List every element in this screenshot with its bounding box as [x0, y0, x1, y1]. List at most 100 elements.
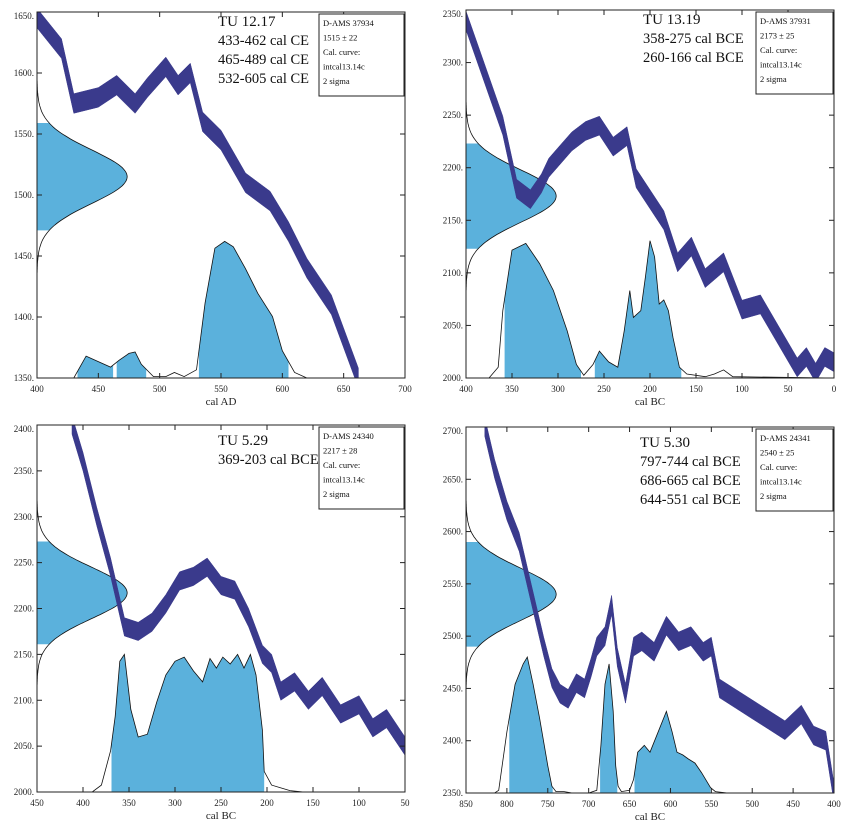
lab-info-line: intcal13.14c [760, 477, 802, 487]
y-tick-label: 2300. [443, 58, 463, 68]
lab-info-line: 2 sigma [323, 489, 350, 499]
y-tick-label: 2450. [443, 683, 463, 693]
y-tick-label: 2100. [14, 695, 34, 705]
x-tick-label: 150 [306, 798, 320, 808]
y-tick-label: 2000. [443, 373, 463, 383]
plot-area [37, 12, 405, 378]
lab-info-box [755, 428, 834, 512]
x-tick-label: 100 [735, 384, 749, 394]
y-tick-label: 2400. [443, 736, 463, 746]
shaded-range-1 [77, 356, 114, 378]
x-tick-label: 300 [551, 384, 565, 394]
y-tick-label: 2700. [443, 426, 463, 436]
lab-info-line: 2173 ± 25 [760, 31, 794, 41]
x-tick-label: 600 [664, 799, 678, 809]
x-tick-label: 200 [643, 384, 657, 394]
x-tick-label: 200 [260, 798, 274, 808]
calibrated-range: 797-744 cal BCE [640, 454, 741, 470]
plot-area [466, 11, 834, 378]
calibrated-range: 686-665 cal BCE [640, 473, 741, 489]
y-tick-label: 1550. [14, 129, 34, 139]
x-tick-label: 400 [827, 799, 841, 809]
calibration-curve-band [466, 11, 834, 378]
shaded-range-2 [594, 241, 682, 378]
y-tick-label: 2150. [14, 649, 34, 659]
calibrated-range: 358-275 cal BCE [643, 31, 744, 47]
y-tick-label: 2500. [443, 631, 463, 641]
y-tick-label: 2200. [443, 163, 463, 173]
y-tick-label: 1400. [14, 312, 34, 322]
age-distribution-outline [37, 477, 128, 709]
y-tick-label: 1600. [14, 68, 34, 78]
y-tick-label: 1650. [14, 11, 34, 21]
age-distribution-fill [466, 143, 557, 249]
y-tick-label: 2100. [443, 268, 463, 278]
probability-outline [37, 240, 405, 378]
x-tick-label: 600 [276, 384, 290, 394]
lab-info-line: 2 sigma [760, 491, 787, 501]
chart-panel-3: 2000. 2050. 2100. 2150. 2200. 2250. 2300. 2350.… [14, 424, 411, 822]
x-tick-label: 250 [214, 798, 228, 808]
lab-info-line: intcal13.14c [760, 60, 802, 70]
y-tick-label: 2050. [443, 320, 463, 330]
x-tick-label: 700 [582, 799, 596, 809]
y-tick-label: 2300. [14, 512, 34, 522]
x-tick-label: 650 [337, 384, 351, 394]
shaded-range-2 [116, 352, 147, 378]
x-axis-label: cal BC [635, 396, 665, 408]
lab-info-line: D-AMS 24340 [323, 431, 374, 441]
lab-info-box [318, 426, 405, 510]
x-tick-label: 450 [786, 799, 800, 809]
x-tick-label: 750 [541, 799, 555, 809]
sample-title: TU 13.19 [643, 12, 701, 28]
y-tick-label: 2350. [14, 466, 34, 476]
lab-info-line: Cal. curve: [323, 460, 360, 470]
lab-info-line: intcal13.14c [323, 475, 365, 485]
lab-info-line: 2540 ± 25 [760, 448, 794, 458]
shaded-range-1 [111, 654, 265, 792]
chart-panel-4: 2350. 2400. 2450. 2500. 2550. 2600. 2650. 2700.… [443, 426, 842, 823]
x-tick-label: 400 [30, 384, 44, 394]
probability-outline [466, 656, 834, 793]
x-tick-label: 0 [832, 384, 837, 394]
shaded-range-3 [634, 711, 711, 793]
calibrated-range: 465-489 cal CE [218, 52, 309, 68]
y-tick-label: 1350. [14, 373, 34, 383]
shaded-range-3 [198, 241, 289, 378]
y-tick-label: 2550. [443, 579, 463, 589]
x-tick-label: 400 [76, 798, 90, 808]
lab-info-line: Cal. curve: [760, 45, 797, 55]
calibrated-range: 532-605 cal CE [218, 71, 309, 87]
x-tick-label: 100 [352, 798, 366, 808]
lab-info-line: 2 sigma [323, 76, 350, 86]
x-tick-label: 50 [784, 384, 794, 394]
shaded-range-1 [504, 243, 581, 378]
x-tick-label: 350 [505, 384, 519, 394]
shaded-range-1 [509, 657, 553, 793]
x-tick-label: 450 [92, 384, 106, 394]
lab-info-box [318, 13, 405, 97]
y-tick-label: 2250. [14, 558, 34, 568]
age-distribution-fill [37, 541, 128, 645]
x-tick-label: 650 [623, 799, 637, 809]
calibration-curve-band [71, 425, 405, 756]
y-tick-label: 2650. [443, 474, 463, 484]
x-tick-label: 850 [459, 799, 473, 809]
chart-panel-1: 1350. 1400. 1450. 1500. 1550. 1600. 1650. 400 45… [14, 11, 413, 408]
y-tick-label: 2350. [443, 9, 463, 19]
lab-info-line: D-AMS 24341 [760, 433, 811, 443]
calibrated-range: 644-551 cal BCE [640, 492, 741, 508]
y-tick-label: 2400. [14, 424, 34, 434]
sample-title: TU 5.30 [640, 435, 690, 451]
x-tick-label: 400 [459, 384, 473, 394]
age-distribution-fill [466, 542, 557, 647]
plot-area [37, 425, 405, 792]
lab-info-line: 2 sigma [760, 74, 787, 84]
x-axis-label: cal AD [206, 396, 237, 408]
lab-info-box [755, 11, 834, 95]
y-tick-label: 2250. [443, 110, 463, 120]
x-tick-label: 50 [401, 798, 411, 808]
x-tick-label: 500 [153, 384, 167, 394]
x-tick-label: 500 [745, 799, 759, 809]
